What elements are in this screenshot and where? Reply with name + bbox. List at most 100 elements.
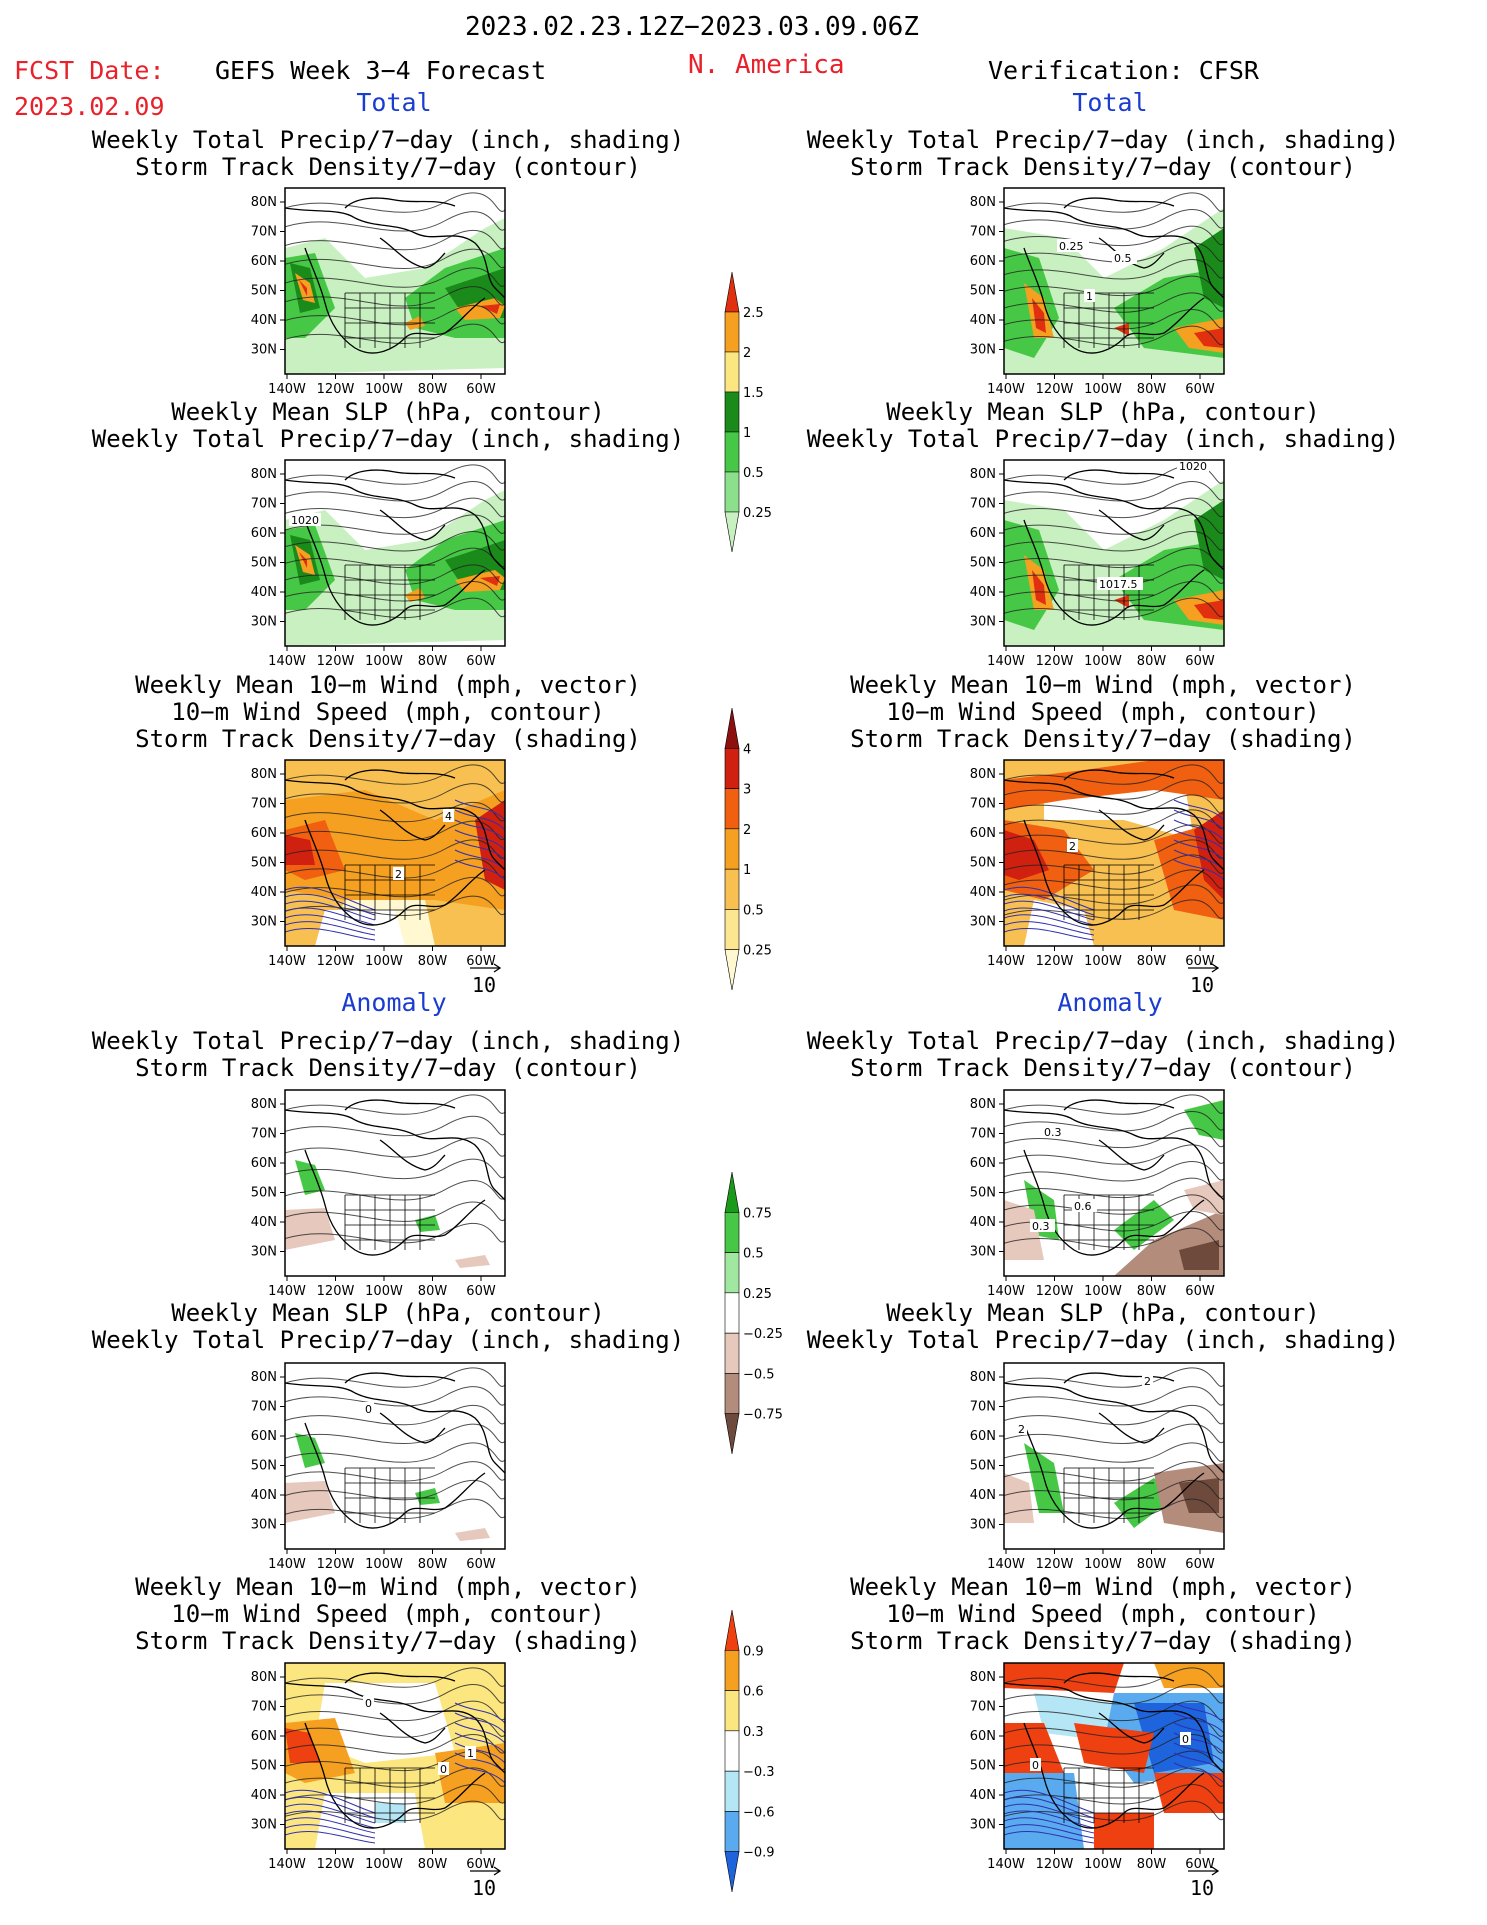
lon-label: 60W <box>1185 654 1215 669</box>
lon-label: 60W <box>466 954 496 969</box>
state-borders <box>1063 864 1154 920</box>
lat-label: 70N <box>251 1400 277 1415</box>
wind-speed-contours <box>285 799 505 941</box>
map-frame <box>1003 1662 1225 1850</box>
shading-7 <box>1024 900 1094 946</box>
lon-label: 120W <box>317 1284 355 1299</box>
lon-label: 140W <box>987 1284 1025 1299</box>
lat-label: 60N <box>970 1429 996 1444</box>
map-frame <box>1003 1362 1225 1550</box>
contour-label-bg <box>1177 459 1209 472</box>
contour-label-bg <box>1072 1199 1097 1212</box>
lat-label: 70N <box>251 497 277 512</box>
coastlines <box>1004 1672 1224 1829</box>
caption-fcst-total-wind-2: 10−m Wind Speed (mph, contour) <box>171 698 605 726</box>
contour-label: 1020 <box>291 514 319 527</box>
shading-0 <box>295 1433 325 1468</box>
lat-label: 50N <box>970 1759 996 1774</box>
lon-label: 60W <box>1185 954 1215 969</box>
lon-label: 100W <box>365 954 403 969</box>
colorbar-label: 3 <box>743 783 751 798</box>
region-title: N. America <box>688 50 845 80</box>
contour-label: 4 <box>445 810 452 823</box>
caption-ver-anom-precip-2: Storm Track Density/7−day (contour) <box>850 1054 1356 1082</box>
lat-label: 60N <box>970 826 996 841</box>
colorbar-label: 0.6 <box>743 1685 764 1700</box>
caption-fcst-total-precip-2: Storm Track Density/7−day (contour) <box>135 153 641 181</box>
colorbar-segment <box>724 788 740 830</box>
shading-8 <box>1114 323 1129 336</box>
shading-3 <box>1004 1200 1044 1260</box>
colorbar-label: 0.5 <box>743 903 764 918</box>
map-frame <box>1003 187 1225 375</box>
lon-label: 80W <box>418 1557 448 1572</box>
map-fcst-total-wind: 4 2 80N 70N 60N 50N 40N 30N 140W 120W 100W 80W 60W <box>251 759 506 969</box>
shading-6 <box>299 280 307 296</box>
colorbar-segment <box>724 707 740 749</box>
shading-10 <box>1154 1663 1224 1688</box>
colorbar-segment <box>724 1252 740 1294</box>
colorbar-label: 0.3 <box>743 1725 764 1740</box>
colorbar-label: −0.75 <box>743 1408 783 1423</box>
colorbar-segment <box>724 1649 740 1691</box>
forecast-header: GEFS Week 3−4 Forecast <box>215 56 547 85</box>
lat-label: 60N <box>251 1156 277 1171</box>
colorbar-segment <box>724 1292 740 1334</box>
caption-fcst-anom-slp-2: Weekly Total Precip/7−day (inch, shading… <box>91 1326 685 1354</box>
lon-label: 60W <box>1185 382 1215 397</box>
state-borders <box>344 564 435 620</box>
lon-label: 60W <box>466 1284 496 1299</box>
caption-ver-anom-wind-1: Weekly Mean 10−m Wind (mph, vector) <box>850 1573 1356 1601</box>
lat-label: 40N <box>251 885 277 900</box>
contour-label: 0 <box>1032 1759 1039 1772</box>
map-frame <box>284 1362 506 1550</box>
lon-label: 60W <box>466 1557 496 1572</box>
lat-label: 60N <box>970 254 996 269</box>
map-fcst-anom-wind: 0 1 0 80N 70N 60N 50N 40N 30N 140W 120W 100W 80W 60W <box>251 1662 506 1872</box>
lon-label: 100W <box>1084 382 1122 397</box>
state-borders <box>344 292 435 348</box>
contour-label-bg <box>1030 1219 1055 1232</box>
lat-label: 60N <box>970 1156 996 1171</box>
caption-fcst-anom-precip-2: Storm Track Density/7−day (contour) <box>135 1054 641 1082</box>
shading-8 <box>1114 595 1129 608</box>
contour-label-bg <box>1016 1422 1027 1435</box>
shading-7 <box>1194 600 1224 620</box>
caption-fcst-total-slp-2: Weekly Total Precip/7−day (inch, shading… <box>91 425 685 453</box>
colorbar-segment <box>724 511 740 553</box>
lat-label: 30N <box>251 1518 277 1533</box>
lat-label: 50N <box>251 856 277 871</box>
lon-label: 60W <box>1185 1557 1215 1572</box>
lat-label: 30N <box>251 343 277 358</box>
lat-label: 80N <box>251 1097 277 1112</box>
lat-label: 70N <box>970 497 996 512</box>
lat-label: 50N <box>970 1459 996 1474</box>
map-ver-anom-slp: 2 2 80N 70N 60N 50N 40N 30N 140W 120W 100W 80W 60W <box>970 1362 1225 1572</box>
lon-label: 140W <box>987 954 1025 969</box>
lat-label: 40N <box>251 1215 277 1230</box>
section-anomaly-forecast: Anomaly <box>341 988 447 1017</box>
colorbar-segment <box>724 747 740 789</box>
lat-label: 70N <box>251 797 277 812</box>
contour-label-bg <box>1142 1374 1153 1387</box>
shading-3 <box>1194 228 1224 308</box>
lat-label: 30N <box>251 1245 277 1260</box>
lat-label: 80N <box>970 1670 996 1685</box>
lat-label: 60N <box>251 1729 277 1744</box>
lat-label: 70N <box>970 1127 996 1142</box>
lon-label: 100W <box>365 1284 403 1299</box>
contour-label: 1 <box>467 1747 474 1760</box>
lat-label: 50N <box>970 556 996 571</box>
map-fcst-anom-precip: 80N 70N 60N 50N 40N 30N 140W 120W 100W 80W 60W <box>251 1089 506 1299</box>
lat-label: 50N <box>251 1759 277 1774</box>
shading-5 <box>1032 298 1046 333</box>
lat-label: 50N <box>251 556 277 571</box>
contour-label: 0.3 <box>1044 1126 1062 1139</box>
lon-label: 100W <box>365 1557 403 1572</box>
colorbar-segment <box>724 1413 740 1455</box>
fcst-date-value: 2023.02.09 <box>14 92 165 121</box>
map-frame <box>284 187 506 375</box>
lon-label: 60W <box>466 654 496 669</box>
lon-label: 80W <box>418 1857 448 1872</box>
lon-label: 60W <box>466 382 496 397</box>
